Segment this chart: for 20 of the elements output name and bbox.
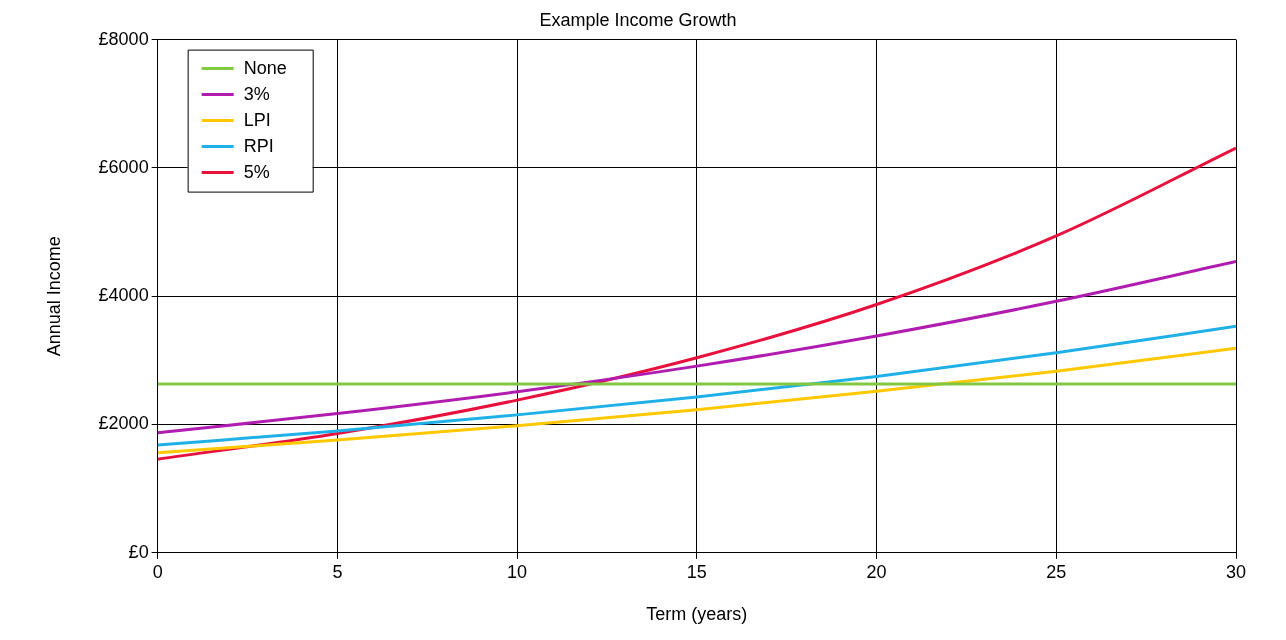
y-tick-label: £8000 bbox=[98, 28, 149, 49]
legend-label: None bbox=[243, 57, 287, 78]
x-tick-label: 20 bbox=[866, 561, 887, 582]
x-tick-label: 25 bbox=[1046, 561, 1067, 582]
x-tick-label: 10 bbox=[507, 561, 528, 582]
x-tick-label: 15 bbox=[686, 561, 707, 582]
y-tick-label: £0 bbox=[128, 541, 149, 562]
x-tick-label: 30 bbox=[1225, 561, 1247, 582]
chart-title: Example Income Growth bbox=[539, 9, 737, 30]
y-axis-title: Annual Income bbox=[43, 236, 64, 357]
legend-label: 3% bbox=[243, 83, 270, 104]
legend-label: LPI bbox=[243, 109, 271, 130]
x-axis-title: Term (years) bbox=[646, 604, 748, 625]
y-tick-label: £4000 bbox=[98, 285, 149, 306]
x-tick-label: 0 bbox=[152, 561, 163, 582]
legend-label: 5% bbox=[243, 161, 270, 182]
x-tick-label: 5 bbox=[332, 561, 343, 582]
y-tick-label: £2000 bbox=[98, 413, 149, 434]
legend-label: RPI bbox=[243, 135, 274, 156]
y-tick-label: £6000 bbox=[98, 156, 149, 177]
